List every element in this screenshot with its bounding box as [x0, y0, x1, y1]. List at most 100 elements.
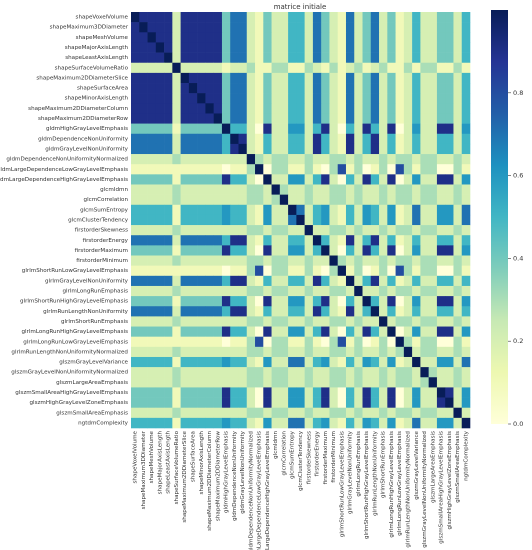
cell	[304, 32, 314, 43]
cell	[238, 265, 248, 277]
cell	[296, 245, 305, 256]
cell	[238, 275, 248, 287]
cell	[197, 225, 206, 236]
cell	[329, 154, 339, 165]
cell	[296, 275, 305, 287]
cell	[436, 214, 446, 226]
cell	[147, 83, 157, 94]
cell	[197, 407, 206, 419]
cell	[370, 367, 380, 378]
cell	[304, 133, 314, 145]
cell	[131, 154, 140, 165]
y-tick-label: firstorderSkewness	[75, 228, 128, 234]
cell	[131, 397, 140, 409]
cell	[387, 356, 396, 368]
cell	[370, 184, 380, 195]
cell	[304, 103, 314, 114]
cell	[370, 316, 380, 327]
cell	[172, 407, 181, 419]
x-tick-label: gldmDependenceNonUniformityNormalized	[248, 431, 254, 550]
cell	[445, 275, 454, 287]
cell	[412, 407, 421, 419]
cell	[246, 113, 256, 124]
colorbar-tick-label: 0.2	[513, 337, 523, 345]
cell	[213, 22, 223, 33]
cell	[387, 235, 396, 246]
cell	[230, 225, 239, 236]
cell	[164, 306, 173, 317]
cell	[279, 235, 289, 246]
cell	[345, 113, 355, 124]
cell	[172, 72, 181, 84]
cell	[164, 407, 173, 419]
cell	[271, 143, 281, 155]
cell	[312, 204, 322, 216]
cell	[403, 42, 413, 53]
cell	[238, 296, 248, 307]
cell	[345, 174, 355, 185]
cell	[221, 133, 231, 145]
cell	[403, 407, 413, 419]
cell	[370, 377, 380, 388]
cell	[147, 387, 157, 398]
cell	[180, 326, 190, 337]
cell	[436, 316, 446, 327]
cell	[172, 417, 181, 429]
cell	[354, 133, 363, 145]
cell	[387, 113, 396, 124]
cell	[387, 194, 396, 206]
cell	[453, 387, 463, 398]
cell	[428, 377, 438, 388]
cell	[263, 133, 272, 145]
cell	[139, 336, 148, 348]
colorbar-tick-label: 0.0	[513, 420, 523, 428]
cell	[246, 417, 256, 429]
cell	[445, 397, 454, 409]
cell	[403, 133, 413, 145]
cell	[205, 93, 214, 104]
cell	[329, 407, 339, 419]
cell	[155, 93, 165, 104]
cell	[296, 42, 305, 53]
cell	[131, 52, 140, 64]
cell	[139, 83, 148, 94]
cell	[164, 184, 173, 195]
cell	[379, 93, 388, 104]
cell	[188, 417, 198, 429]
cell	[453, 296, 463, 307]
cell	[379, 22, 388, 33]
cell	[420, 204, 429, 216]
cell	[296, 377, 305, 388]
cell	[296, 306, 305, 317]
cell	[180, 83, 190, 94]
cell	[131, 12, 140, 23]
cell	[188, 62, 198, 74]
cell	[296, 407, 305, 419]
cell	[155, 377, 165, 388]
cell	[271, 225, 281, 236]
cell	[213, 397, 223, 409]
x-tick-label: glrlmLongRunHighGrayLevelEmphasis	[389, 431, 395, 538]
cell	[172, 255, 181, 266]
cell	[403, 336, 413, 348]
cell	[271, 265, 281, 277]
cell	[147, 103, 157, 114]
cell	[139, 377, 148, 388]
cell	[172, 154, 181, 165]
cell	[354, 235, 363, 246]
cell	[246, 296, 256, 307]
cell	[221, 22, 231, 33]
cell	[304, 214, 314, 226]
cell	[263, 356, 272, 368]
cell	[213, 265, 223, 277]
y-tick-label: ngtdmComplexity	[78, 420, 129, 426]
cell	[379, 103, 388, 114]
cell	[370, 22, 380, 33]
cell	[395, 62, 405, 74]
cell	[321, 367, 330, 378]
cell	[379, 346, 388, 358]
cell	[428, 113, 438, 124]
cell	[420, 22, 429, 33]
cell	[230, 154, 239, 165]
x-tick-label: gldmLargeDependenceLowGrayLevelEmphasis	[257, 431, 263, 550]
